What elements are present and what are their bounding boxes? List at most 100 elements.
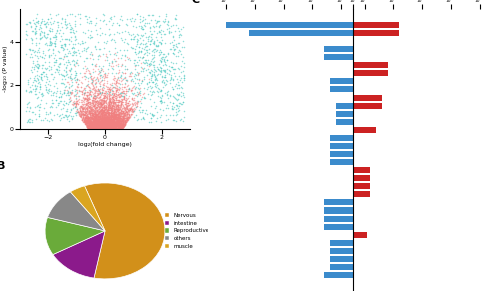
Point [108, 113, 116, 118]
Point [110, 125, 118, 130]
Point [113, 108, 121, 113]
Point [108, 90, 116, 95]
Point [102, 125, 110, 130]
Point [97, 123, 105, 128]
Point [91, 119, 99, 124]
Point [89, 97, 97, 102]
Point [90, 124, 98, 129]
Point [90, 122, 98, 127]
Point [102, 115, 110, 119]
Point [123, 54, 131, 59]
Point [106, 123, 114, 128]
Point [60, 102, 68, 107]
Point [88, 99, 96, 104]
Point [110, 108, 118, 112]
Point [53, 66, 61, 71]
Point [52, 98, 60, 103]
Point [102, 123, 110, 128]
Point [126, 107, 134, 112]
Point [100, 115, 108, 120]
Point [82, 115, 90, 120]
Point [110, 121, 118, 126]
Point [83, 115, 91, 120]
Point [110, 122, 118, 126]
Point [112, 79, 120, 84]
Point [120, 124, 128, 129]
Point [88, 126, 96, 131]
Point [142, 68, 150, 72]
Point [106, 113, 114, 118]
Point [96, 86, 104, 91]
Point [86, 124, 94, 128]
Point [80, 116, 88, 121]
Point [108, 122, 116, 127]
Point [100, 108, 108, 113]
Point [33, 58, 41, 63]
Point [86, 116, 94, 121]
Point [90, 124, 98, 129]
Point [66, 91, 74, 95]
Point [90, 105, 98, 110]
Point [118, 64, 126, 69]
Point [98, 125, 106, 129]
Point [120, 94, 128, 99]
Point [106, 123, 114, 128]
Point [166, 46, 174, 51]
Point [78, 110, 86, 115]
Point [98, 90, 106, 95]
Point [124, 108, 132, 113]
Point [28, 70, 36, 75]
Point [126, 106, 134, 111]
Point [134, 72, 142, 77]
Point [82, 121, 90, 126]
Point [68, 90, 76, 95]
Point [44, 91, 52, 96]
Point [30, 64, 38, 69]
Point [98, 119, 106, 124]
Point [108, 104, 116, 109]
Point [120, 119, 128, 124]
Point [152, 104, 160, 108]
Point [159, 78, 167, 82]
Point [88, 109, 96, 114]
Point [99, 93, 107, 98]
Point [108, 117, 116, 122]
Point [90, 94, 98, 98]
Point [121, 121, 129, 125]
Point [106, 103, 114, 108]
Point [88, 124, 96, 129]
Point [107, 117, 115, 122]
Point [98, 125, 106, 130]
Point [114, 104, 122, 109]
Point [99, 108, 107, 112]
Point [94, 88, 102, 93]
Point [147, 93, 155, 98]
Point [98, 109, 106, 114]
Point [56, 113, 64, 118]
Point [94, 124, 102, 129]
Point [112, 117, 120, 122]
Point [174, 92, 182, 97]
Point [98, 113, 106, 118]
Point [110, 124, 118, 128]
Point [110, 85, 118, 89]
Point [102, 126, 110, 131]
Point [85, 119, 93, 124]
Point [108, 120, 116, 125]
Point [150, 82, 158, 87]
Point [103, 126, 111, 131]
Point [148, 18, 156, 23]
Point [78, 118, 86, 122]
Point [121, 119, 129, 124]
Point [128, 90, 136, 95]
Point [105, 126, 113, 131]
Point [88, 125, 96, 130]
Point [110, 125, 118, 130]
Point [122, 120, 130, 125]
Point [152, 49, 160, 54]
Point [80, 112, 88, 117]
Point [87, 115, 95, 120]
Point [138, 95, 146, 99]
Point [110, 118, 118, 123]
Point [90, 125, 98, 130]
